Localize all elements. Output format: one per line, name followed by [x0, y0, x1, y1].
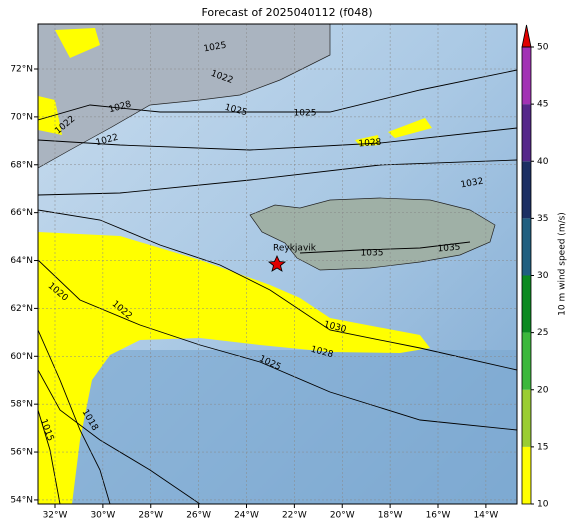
lon-tick-label: 20°W	[330, 511, 355, 521]
colorbar-tick-label: 45	[537, 100, 548, 110]
colorbar-tick-label: 35	[537, 214, 548, 224]
colorbar-tick-label: 50	[537, 43, 549, 53]
colorbar-segment	[522, 275, 531, 333]
lon-tick-label: 24°W	[234, 511, 259, 521]
colorbar-segment	[522, 332, 531, 390]
title: Forecast of 2025040112 (f048)	[201, 6, 372, 19]
lat-tick-label: 68°N	[10, 160, 33, 170]
colorbar-segment	[522, 161, 531, 219]
colorbar-segment	[522, 389, 531, 447]
lat-tick-label: 62°N	[10, 304, 33, 314]
lat-tick-label: 54°N	[10, 495, 33, 505]
contour-label: 1025	[294, 109, 317, 119]
city-marker	[267, 255, 287, 272]
lon-tick-label: 26°W	[186, 511, 211, 521]
contour-label: 1028	[358, 137, 382, 149]
contour-label: 1035	[361, 249, 384, 259]
lon-tick-label: 14°W	[473, 511, 498, 521]
lon-tick-label: 16°W	[426, 511, 451, 521]
colorbar-tick-label: 25	[537, 328, 548, 338]
contour-label: 1035	[437, 243, 461, 255]
wind-shade	[38, 232, 430, 504]
lon-tick-label: 22°W	[282, 511, 307, 521]
colorbar-label: 10 m wind speed (m/s)	[558, 212, 568, 316]
map-frame	[37, 23, 518, 505]
colorbar-segment	[522, 104, 531, 162]
lat-tick-label: 66°N	[10, 208, 33, 218]
colorbar-tick-label: 15	[537, 442, 548, 452]
lat-tick-label: 64°N	[10, 256, 33, 266]
colorbar: 10 15 20 25 30 35 40 45 50	[521, 24, 549, 510]
lon-tick-label: 28°W	[138, 511, 163, 521]
wind-shade	[38, 28, 432, 146]
lat-tick-label: 56°N	[10, 448, 33, 458]
graticule	[38, 24, 517, 504]
sea-deep	[38, 350, 517, 504]
greenland	[38, 24, 331, 169]
lat-tick-label: 60°N	[10, 352, 33, 362]
colorbar-segment	[522, 446, 531, 504]
colorbar-segment	[522, 218, 531, 276]
axes: 32°W 30°W 28°W 26°W 24°W 22°W 20°W 18°W 16°W 14°W…	[10, 65, 498, 521]
lat-tick-label: 70°N	[10, 112, 33, 122]
colorbar-segment	[522, 47, 531, 105]
isobars	[38, 69, 517, 504]
colorbar-tick-label: 20	[537, 385, 549, 395]
lon-tick-label: 30°W	[90, 511, 115, 521]
colorbar-tick-label: 30	[537, 271, 549, 281]
contour-label: 1032	[460, 177, 484, 191]
colorbar-tick-label: 40	[537, 157, 549, 167]
lat-tick-label: 58°N	[10, 400, 33, 410]
city-label: Reykjavik	[273, 244, 317, 254]
lon-tick-label: 32°W	[43, 511, 68, 521]
contour-label: 1025	[203, 41, 227, 55]
colorbar-extend	[521, 24, 532, 48]
colorbar-tick-label: 10	[537, 500, 549, 510]
lon-tick-label: 18°W	[378, 511, 403, 521]
lat-tick-label: 72°N	[10, 65, 33, 75]
